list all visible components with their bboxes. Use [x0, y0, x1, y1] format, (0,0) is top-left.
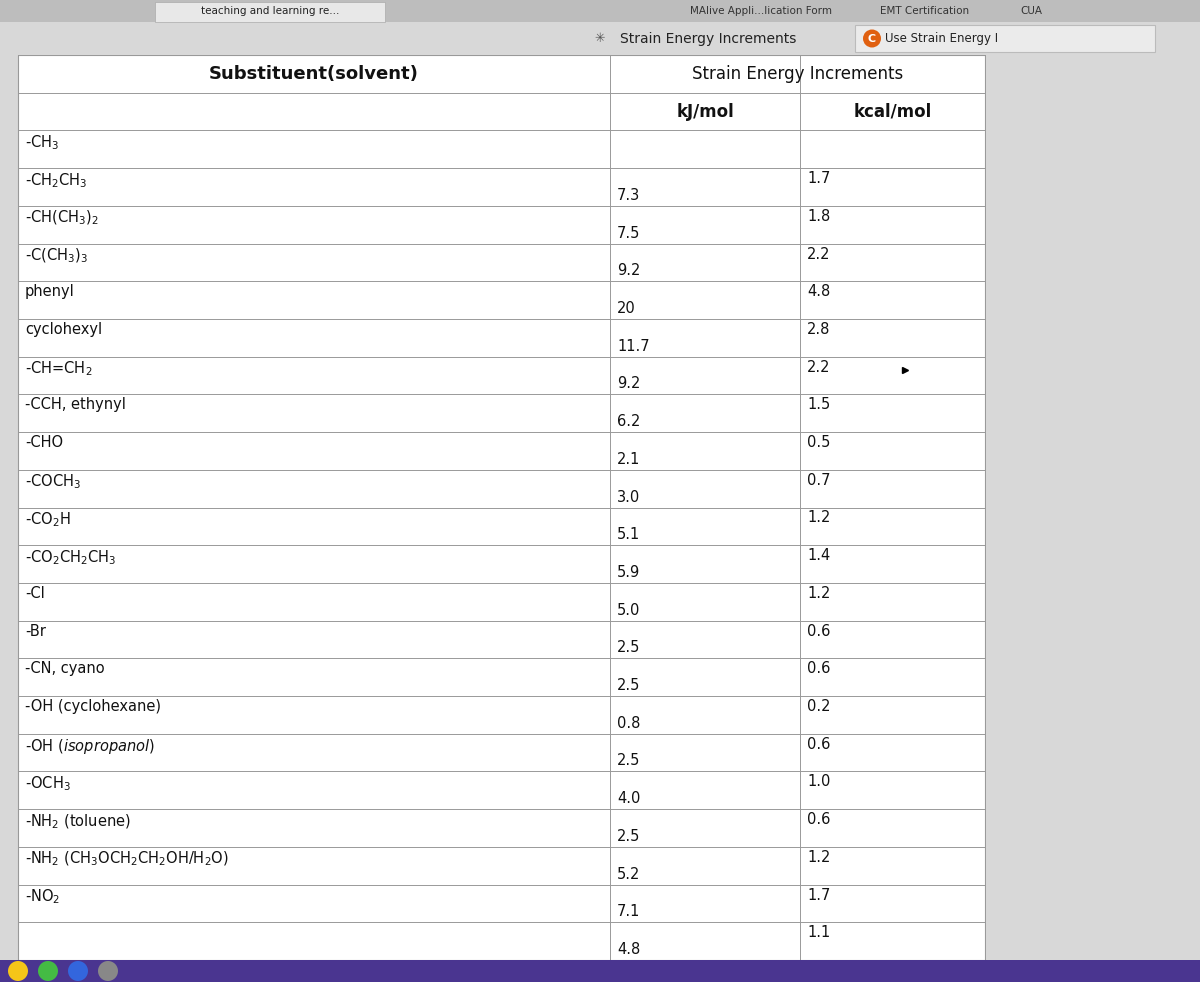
Circle shape — [98, 961, 118, 981]
Text: -OCH$_3$: -OCH$_3$ — [25, 775, 71, 793]
Text: -CCH, ethynyl: -CCH, ethynyl — [25, 398, 126, 412]
Circle shape — [8, 961, 28, 981]
Text: 0.6: 0.6 — [808, 812, 830, 827]
Text: teaching and learning re...: teaching and learning re... — [200, 6, 340, 16]
Text: 1.8: 1.8 — [808, 209, 830, 224]
Circle shape — [863, 29, 881, 47]
Text: -Cl: -Cl — [25, 586, 44, 601]
Text: -Br: -Br — [25, 624, 46, 638]
Text: 7.3: 7.3 — [617, 188, 641, 203]
Bar — [155, 2, 385, 22]
Text: 2.2: 2.2 — [808, 246, 830, 261]
Text: -CO$_2$CH$_2$CH$_3$: -CO$_2$CH$_2$CH$_3$ — [25, 548, 116, 567]
Text: 3.0: 3.0 — [617, 489, 641, 505]
Text: 2.5: 2.5 — [617, 640, 641, 655]
Text: 1.4: 1.4 — [808, 548, 830, 564]
Text: 9.2: 9.2 — [617, 376, 641, 392]
Text: 1.2: 1.2 — [808, 849, 830, 865]
Text: 0.6: 0.6 — [808, 624, 830, 638]
Bar — [0, 22, 1200, 55]
Text: 4.8: 4.8 — [808, 284, 830, 300]
Text: 2.5: 2.5 — [617, 678, 641, 693]
Text: -NH$_2$ (CH$_3$OCH$_2$CH$_2$OH/H$_2$O): -NH$_2$ (CH$_3$OCH$_2$CH$_2$OH/H$_2$O) — [25, 849, 229, 868]
Circle shape — [68, 961, 88, 981]
Text: EMT Certification: EMT Certification — [880, 6, 970, 16]
Text: Strain Energy Increments: Strain Energy Increments — [692, 65, 904, 82]
Text: 5.0: 5.0 — [617, 603, 641, 618]
Bar — [0, 960, 1200, 982]
Text: kcal/mol: kcal/mol — [853, 102, 931, 121]
Text: -CO$_2$H: -CO$_2$H — [25, 511, 71, 529]
Text: -OH ($\it{isopropanol}$): -OH ($\it{isopropanol}$) — [25, 736, 155, 756]
Text: MAlive Appli...lication Form: MAlive Appli...lication Form — [690, 6, 832, 16]
Text: -CN, cyano: -CN, cyano — [25, 661, 104, 677]
Bar — [18, 55, 985, 960]
Text: 20: 20 — [617, 300, 636, 316]
Text: -CH$_3$: -CH$_3$ — [25, 134, 59, 152]
Text: 2.5: 2.5 — [617, 753, 641, 769]
Text: 0.7: 0.7 — [808, 472, 830, 488]
Text: 0.8: 0.8 — [617, 716, 641, 731]
Text: C: C — [868, 33, 876, 43]
Text: 5.9: 5.9 — [617, 565, 641, 580]
Text: -CHO: -CHO — [25, 435, 64, 450]
Text: -NO$_2$: -NO$_2$ — [25, 888, 60, 906]
Text: 1.2: 1.2 — [808, 511, 830, 525]
Text: -COCH$_3$: -COCH$_3$ — [25, 472, 80, 492]
Text: 7.1: 7.1 — [617, 904, 641, 919]
Text: 1.0: 1.0 — [808, 775, 830, 790]
Text: 1.5: 1.5 — [808, 398, 830, 412]
Text: 1.2: 1.2 — [808, 586, 830, 601]
Text: kJ/mol: kJ/mol — [676, 102, 734, 121]
Bar — [854, 25, 1154, 52]
Text: 1.7: 1.7 — [808, 171, 830, 187]
Text: 4.0: 4.0 — [617, 791, 641, 806]
Text: 0.5: 0.5 — [808, 435, 830, 450]
Text: 1.7: 1.7 — [808, 888, 830, 902]
Text: 5.2: 5.2 — [617, 866, 641, 882]
Text: 2.8: 2.8 — [808, 322, 830, 337]
Text: Strain Energy Increments: Strain Energy Increments — [620, 31, 797, 45]
Text: cyclohexyl: cyclohexyl — [25, 322, 102, 337]
Text: 2.1: 2.1 — [617, 452, 641, 466]
Text: Substituent(solvent): Substituent(solvent) — [209, 65, 419, 82]
Text: 6.2: 6.2 — [617, 414, 641, 429]
Text: 0.6: 0.6 — [808, 661, 830, 677]
Bar — [0, 0, 1200, 22]
Text: 7.5: 7.5 — [617, 226, 641, 241]
Text: 5.1: 5.1 — [617, 527, 641, 542]
Text: 0.2: 0.2 — [808, 699, 830, 714]
Text: -CH(CH$_3$)$_2$: -CH(CH$_3$)$_2$ — [25, 209, 98, 227]
Text: 2.5: 2.5 — [617, 829, 641, 844]
Text: -CH$_2$CH$_3$: -CH$_2$CH$_3$ — [25, 171, 88, 190]
Text: -NH$_2$ (toluene): -NH$_2$ (toluene) — [25, 812, 131, 831]
Text: 0.6: 0.6 — [808, 736, 830, 752]
Text: 11.7: 11.7 — [617, 339, 649, 354]
Text: ✳: ✳ — [595, 32, 605, 45]
Text: -OH (cyclohexane): -OH (cyclohexane) — [25, 699, 161, 714]
Text: phenyl: phenyl — [25, 284, 74, 300]
Circle shape — [38, 961, 58, 981]
Text: -CH=CH$_2$: -CH=CH$_2$ — [25, 359, 92, 378]
Text: 9.2: 9.2 — [617, 263, 641, 278]
Text: 4.8: 4.8 — [617, 942, 641, 957]
Text: Use Strain Energy I: Use Strain Energy I — [886, 32, 998, 45]
Bar — [985, 55, 1200, 960]
Text: CUA: CUA — [1020, 6, 1042, 16]
Text: 2.2: 2.2 — [808, 359, 830, 375]
Text: 1.1: 1.1 — [808, 925, 830, 941]
Text: -C(CH$_3$)$_3$: -C(CH$_3$)$_3$ — [25, 246, 88, 265]
